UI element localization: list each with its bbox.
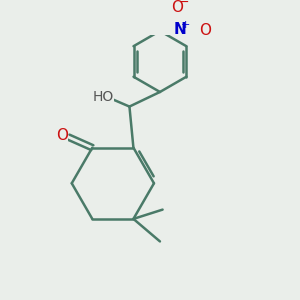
Text: −: − xyxy=(178,0,189,9)
Text: N: N xyxy=(173,22,186,37)
Text: O: O xyxy=(199,23,211,38)
Text: O: O xyxy=(56,128,68,143)
Text: HO: HO xyxy=(92,90,113,104)
Text: +: + xyxy=(181,20,190,30)
Text: O: O xyxy=(171,0,183,15)
